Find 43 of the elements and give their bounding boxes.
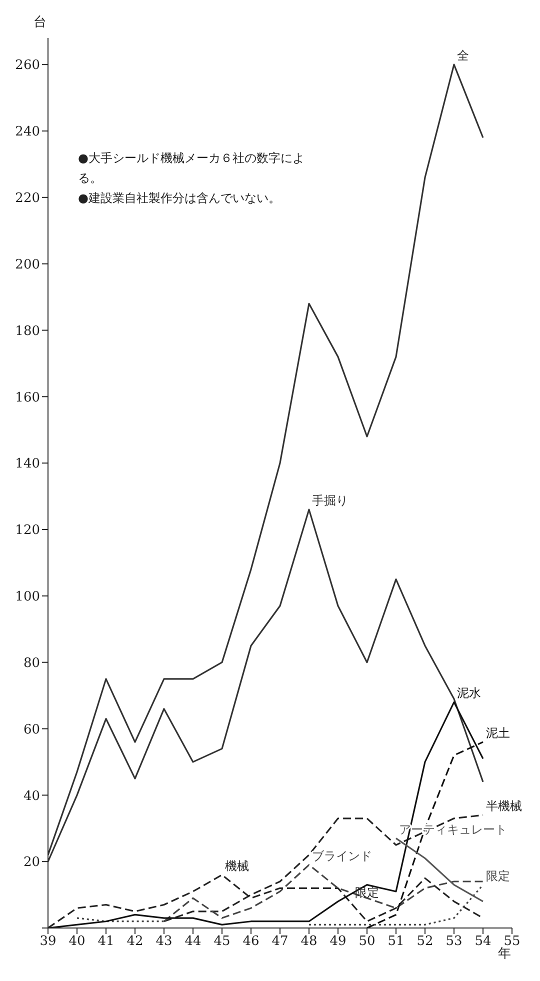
x-tick-label: 55	[504, 934, 520, 950]
annotation: 限定	[355, 886, 379, 900]
x-tick-label: 40	[68, 934, 86, 950]
y-axis-title: 台	[34, 15, 46, 30]
x-tick-label: 50	[358, 934, 376, 950]
y-tick-label: 160	[15, 390, 40, 406]
series-label: 全	[457, 48, 469, 63]
x-tick-label: 48	[300, 934, 318, 950]
x-tick-label: 46	[242, 934, 260, 950]
y-tick-label: 260	[15, 58, 40, 74]
x-tick-label: 53	[446, 934, 462, 950]
x-tick-label: 44	[184, 934, 202, 950]
series-label: ブラインド	[312, 848, 372, 863]
y-tick-label: 40	[23, 788, 40, 804]
y-tick-label: 100	[15, 590, 40, 605]
x-tick-label: 39	[40, 934, 56, 950]
x-tick-label: 47	[272, 934, 288, 950]
y-tick-label: 120	[15, 523, 40, 538]
x-tick-label: 41	[98, 934, 114, 950]
x-tick-label: 43	[156, 934, 172, 950]
series-label: 半機械	[486, 799, 522, 814]
series-label: 泥水	[457, 686, 481, 700]
x-tick-label: 51	[388, 934, 404, 950]
y-tick-label: 20	[23, 855, 40, 870]
y-tick-label: 180	[15, 324, 40, 339]
series-label: 手掘り	[312, 494, 348, 508]
y-tick-label: 80	[23, 656, 40, 671]
x-tick-label: 52	[416, 934, 434, 950]
y-tick-label: 200	[15, 257, 40, 272]
x-axis-title: 年	[498, 946, 511, 962]
series-label: 限定	[486, 868, 510, 883]
y-tick-label: 140	[15, 456, 40, 472]
y-tick-label: 240	[15, 124, 40, 140]
y-tick-label: 60	[23, 722, 40, 738]
x-tick-label: 45	[214, 934, 230, 950]
x-tick-label: 42	[126, 934, 144, 950]
x-tick-label: 49	[330, 934, 346, 950]
y-tick-label: 220	[15, 191, 40, 206]
annotation: ●大手シールド機械メーカ６社の数字による。	[78, 150, 306, 187]
series-label: 泥土	[486, 726, 510, 740]
series-label: 機械	[225, 858, 249, 873]
annotation: ●建設業自社製作分は含んでいない。	[78, 190, 282, 207]
x-tick-label: 54	[474, 934, 492, 950]
